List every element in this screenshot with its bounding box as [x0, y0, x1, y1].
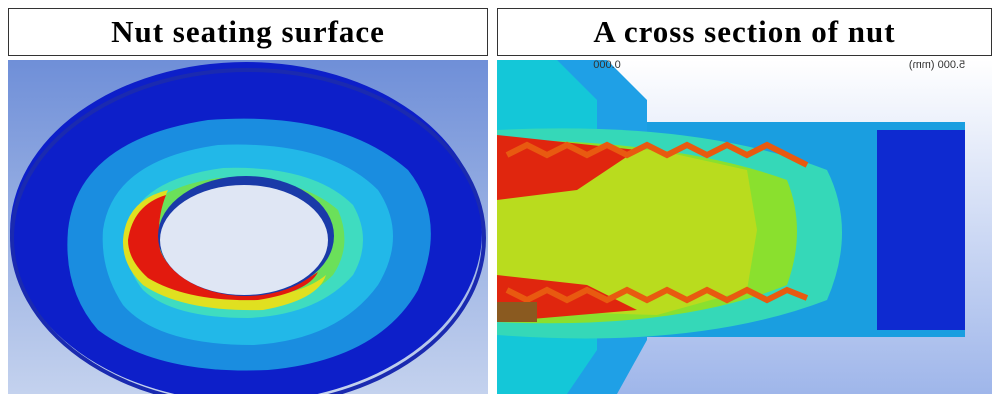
- panel-title: Nut seating surface: [8, 8, 488, 56]
- page: {"panels": [ {"title": "Nut seating surf…: [0, 0, 992, 394]
- panel-title: A cross section of nut: [497, 8, 992, 56]
- cross-section-image: 0.000 5.000 (mm): [497, 60, 992, 394]
- scale-label: 0.000: [593, 60, 621, 71]
- seating-surface-image: [8, 60, 488, 394]
- scale-label: 5.000 (mm): [909, 60, 965, 71]
